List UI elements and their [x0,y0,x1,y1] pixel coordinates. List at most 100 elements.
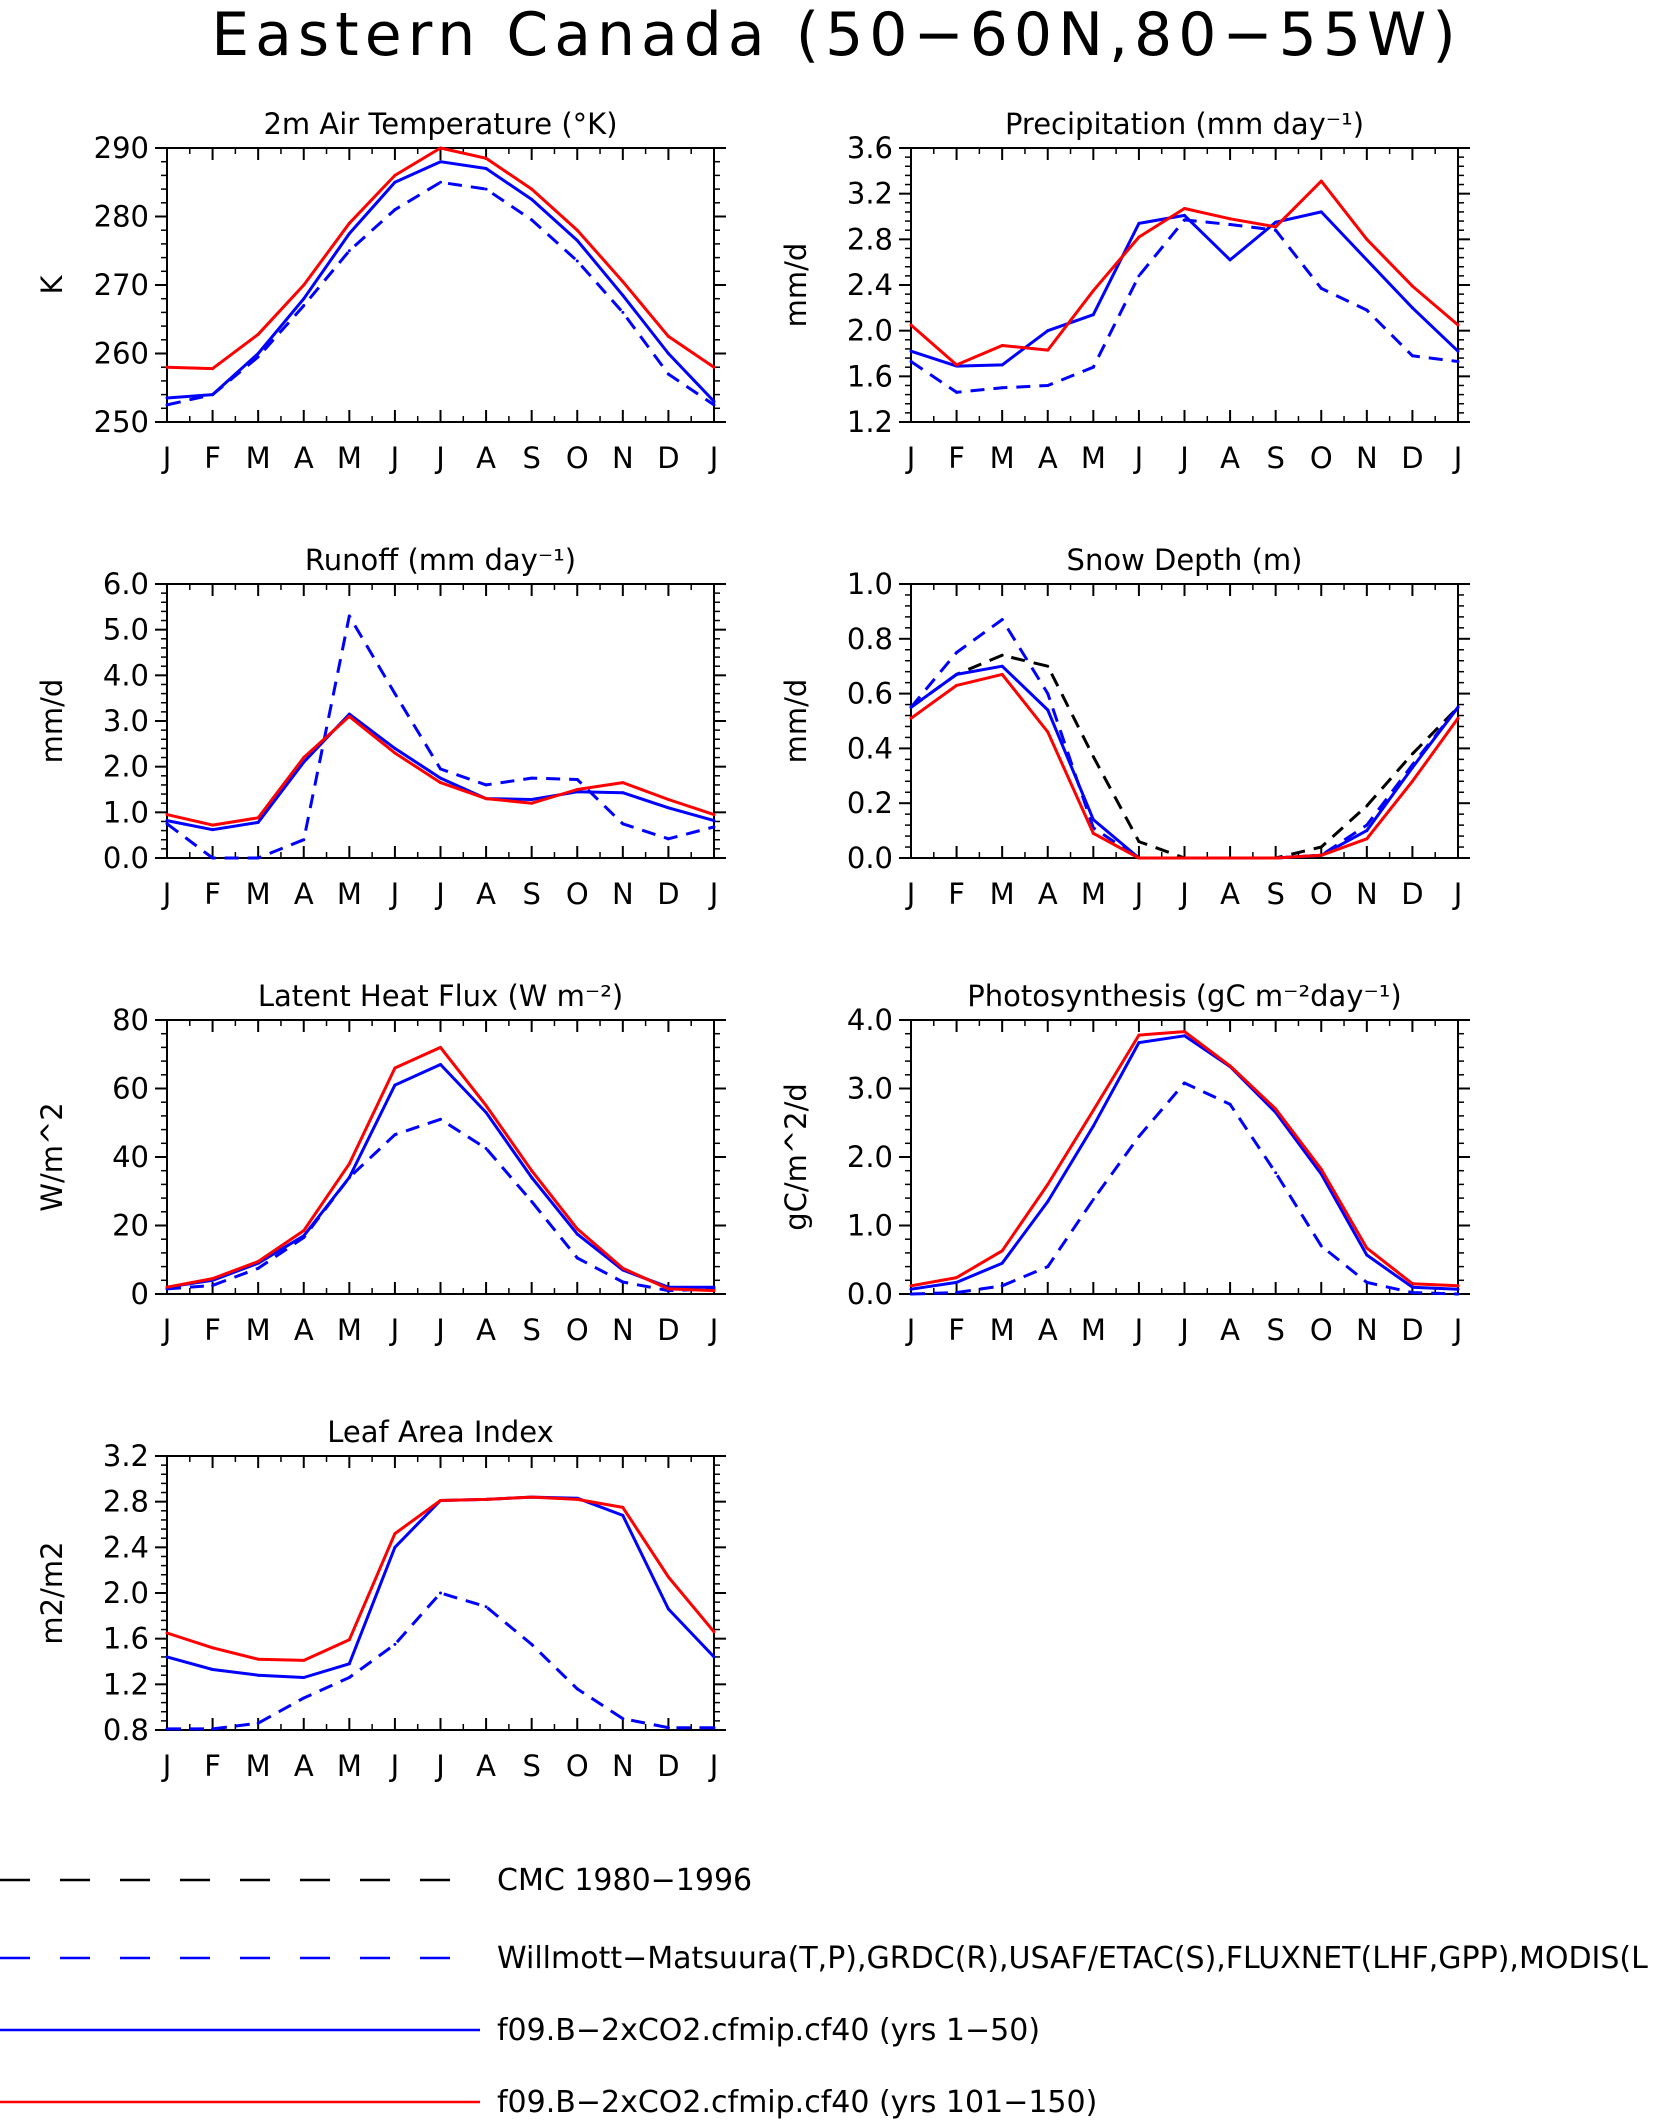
y-tick-label: 270 [94,268,149,302]
data-point [575,777,579,781]
data-point [1365,1253,1369,1257]
plot-frame [910,1019,1459,1295]
x-tick-label: J [434,441,445,475]
data-point [165,1727,169,1731]
x-tick-label: J [1178,877,1189,911]
data-point [666,1726,670,1730]
data-point [1456,359,1460,363]
data-point [439,1045,442,1049]
x-tick-label: D [657,441,679,475]
data-point [1046,692,1050,696]
chart-panel-2: J F M A M J J A S O N D J0.01.02.03.04.05.06.0Runoff… [35,543,726,911]
x-tick-label: A [476,441,496,475]
x-tick-label: A [1220,441,1240,475]
data-point [621,781,625,785]
data-point [530,1176,534,1180]
data-point [530,187,534,191]
data-point [347,249,351,253]
chart-title: Latent Heat Flux (W m⁻²) [258,979,623,1013]
data-point [666,334,670,338]
x-tick-label: D [657,1749,679,1783]
data-point [530,1642,534,1646]
data-point [211,1646,215,1650]
x-tick-label: N [612,877,634,911]
data-point [1046,664,1050,668]
y-tick-label: 2.4 [103,1530,149,1564]
data-point [1046,383,1050,387]
y-tick-label: 1.6 [103,1622,149,1656]
data-point [575,1227,579,1231]
data-point [211,1667,215,1671]
legend-label-0: CMC 1980−1996 [497,1863,752,1898]
y-axis-label: W/m^2 [35,1102,69,1211]
chart-title: Snow Depth (m) [1067,543,1303,577]
x-tick-label: M [1081,441,1106,475]
x-tick-label: J [434,877,445,911]
y-tick-label: 0.2 [847,786,893,820]
data-point [1228,1102,1232,1106]
data-point [530,1200,534,1204]
x-tick-label: O [1310,877,1333,911]
data-point [256,352,260,355]
data-point [256,332,260,336]
series-line-0 [166,614,715,860]
x-tick-label: S [522,877,540,911]
data-point [393,1066,397,1070]
data-point [575,1232,579,1236]
data-point [621,822,625,826]
x-tick-label: J [1178,1313,1189,1347]
y-tick-label: 2.0 [103,1576,149,1610]
y-tick-label: 80 [112,1003,149,1037]
series-line-1 [166,1063,714,1289]
series-line-2 [166,1495,716,1662]
x-tick-label: A [476,1313,496,1347]
data-point [393,180,397,184]
data-point [909,323,913,327]
data-point [1137,274,1141,278]
data-point [347,712,351,716]
x-tick-label: O [1310,441,1333,475]
y-tick-label: 20 [112,1209,149,1243]
data-point [256,1259,260,1263]
x-tick-label: D [657,1313,679,1347]
x-tick-label: M [1081,1313,1106,1347]
data-point [575,259,579,263]
x-tick-label: J [389,877,400,911]
data-point [1183,1030,1186,1034]
plot-frame [910,147,1459,423]
data-point [211,1283,215,1287]
data-point [1183,218,1186,222]
data-point [302,1234,306,1238]
data-point [1000,344,1004,348]
data-point [302,297,306,301]
series-line-1 [166,712,715,832]
data-point [1183,856,1186,860]
y-tick-label: 0.0 [103,841,149,875]
data-point [666,837,670,841]
y-tick-label: 1.0 [103,795,149,829]
data-point [256,1266,260,1270]
data-point [712,399,716,403]
data-point [955,683,959,687]
y-tick-label: 0.8 [847,622,893,656]
data-point [1274,856,1278,860]
x-tick-label: M [990,877,1015,911]
y-tick-label: 4.0 [847,1003,893,1037]
y-tick-label: 280 [94,200,149,234]
y-tick-label: 5.0 [103,613,149,647]
data-point [712,1630,716,1634]
data-point [165,819,169,823]
data-point [1365,308,1369,312]
data-point [484,187,488,191]
chart-title: Runoff (mm day⁻¹) [305,543,576,577]
data-point [1228,222,1232,226]
data-point [1000,1249,1004,1253]
data-point [1000,386,1004,390]
data-point [1000,653,1004,657]
chart-title: 2m Air Temperature (°K) [263,107,617,141]
data-point [666,352,670,355]
data-point [484,156,488,160]
y-tick-label: 60 [112,1072,149,1106]
